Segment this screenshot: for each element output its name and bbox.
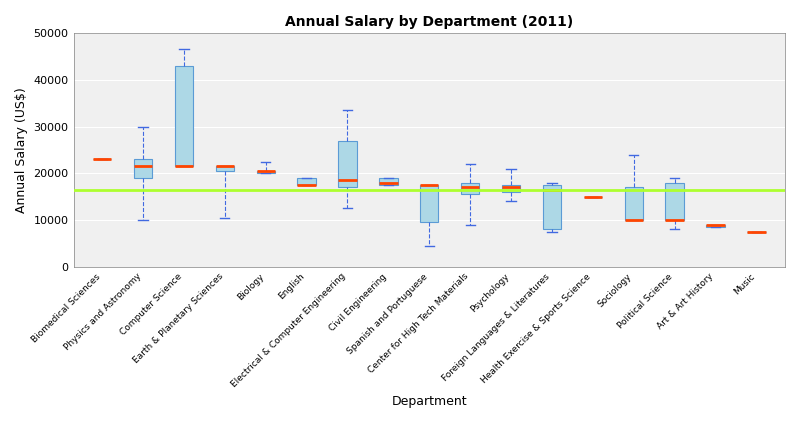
Title: Annual Salary by Department (2011): Annual Salary by Department (2011) bbox=[285, 15, 574, 29]
PathPatch shape bbox=[666, 183, 684, 220]
PathPatch shape bbox=[134, 159, 152, 178]
Y-axis label: Annual Salary (US$): Annual Salary (US$) bbox=[15, 87, 28, 213]
PathPatch shape bbox=[502, 185, 520, 192]
X-axis label: Department: Department bbox=[391, 395, 467, 408]
PathPatch shape bbox=[625, 187, 643, 220]
PathPatch shape bbox=[461, 183, 479, 195]
PathPatch shape bbox=[216, 166, 234, 171]
PathPatch shape bbox=[338, 140, 357, 187]
PathPatch shape bbox=[706, 225, 725, 227]
PathPatch shape bbox=[298, 178, 316, 185]
PathPatch shape bbox=[542, 185, 561, 230]
PathPatch shape bbox=[257, 171, 275, 173]
PathPatch shape bbox=[420, 185, 438, 222]
PathPatch shape bbox=[379, 178, 398, 185]
PathPatch shape bbox=[174, 66, 193, 166]
